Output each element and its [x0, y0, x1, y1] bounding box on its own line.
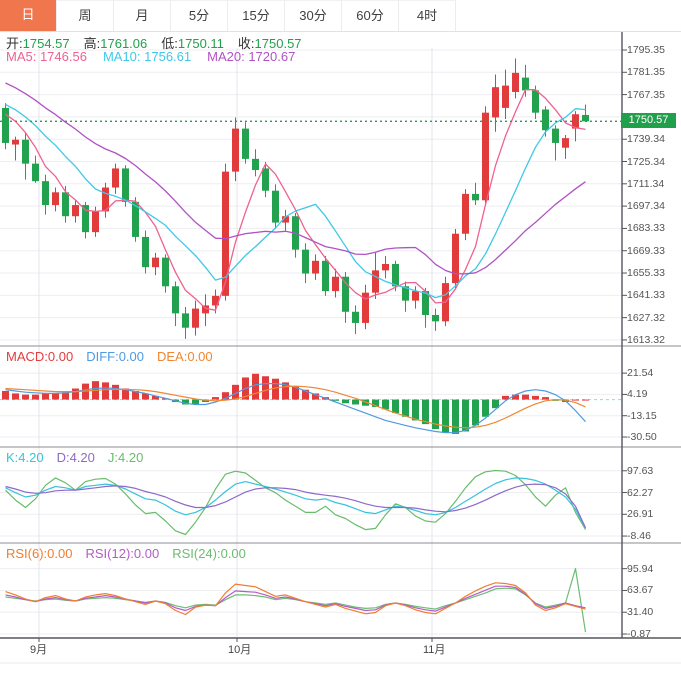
tab-timeframe-6[interactable]: 60分 — [342, 0, 399, 31]
quote-label: 开: — [6, 36, 23, 51]
quote-field: 高:1761.06 — [84, 33, 148, 52]
y-tick: 63.67 — [627, 584, 654, 597]
y-tick: 4.19 — [627, 388, 648, 401]
tab-timeframe-7[interactable]: 4时 — [399, 0, 456, 31]
legend-item: D:4.20 — [56, 450, 95, 465]
quote-label: 高: — [83, 36, 101, 51]
legend-item: DEA:0.00 — [157, 349, 213, 364]
y-tick: 1627.32 — [627, 311, 665, 324]
x-axis-month-label: 10月 — [228, 644, 252, 656]
y-tick: 1669.33 — [627, 244, 665, 257]
quote-label: 低: — [161, 36, 178, 51]
y-tick: 1697.34 — [627, 200, 665, 213]
tab-timeframe-1[interactable]: 周 — [57, 0, 114, 31]
y-tick: -8.46 — [627, 530, 651, 543]
y-tick: 1767.35 — [627, 88, 665, 101]
y-tick: 1613.32 — [627, 333, 665, 346]
legend-item: MACD:0.00 — [6, 349, 74, 364]
quote-label: 收: — [237, 36, 255, 51]
y-tick: 26.91 — [627, 508, 654, 521]
y-tick: -13.15 — [627, 409, 657, 422]
y-tick: 21.54 — [627, 367, 654, 380]
quote-value: 1750.11 — [177, 36, 224, 51]
legend-item: RSI(6):0.00 — [6, 546, 73, 561]
kdj-legend: K:4.20 D:4.20 J:4.20 — [6, 450, 143, 465]
y-tick: 31.40 — [627, 606, 654, 619]
legend-item: J:4.20 — [107, 450, 144, 465]
y-tick: 1739.34 — [627, 133, 665, 146]
quote-value: 1761.06 — [100, 36, 148, 51]
y-tick: 1641.33 — [627, 289, 665, 302]
y-tick: 97.63 — [627, 464, 654, 477]
ohlc-quote-bar: 开:1754.57 高:1761.06 低:1750.11 收:1750.57 — [6, 33, 302, 52]
legend-item: K:4.20 — [6, 450, 44, 465]
tab-timeframe-0[interactable]: 日 — [0, 0, 57, 31]
legend-item: RSI(12):0.00 — [85, 546, 160, 561]
rsi-legend: RSI(6):0.00 RSI(12):0.00 RSI(24):0.00 — [6, 546, 246, 561]
legend-item: MA10: 1756.61 — [102, 49, 192, 64]
ma-legend-bar: MA5: 1746.56 MA10: 1756.61 MA20: 1720.67 — [6, 49, 295, 64]
quote-field: 收:1750.57 — [238, 33, 302, 52]
x-axis-month-label: 11月 — [423, 644, 446, 656]
legend-item: DIFF:0.00 — [86, 349, 144, 364]
y-tick: 1795.35 — [627, 43, 665, 56]
legend-item: MA20: 1720.67 — [207, 49, 296, 64]
y-tick: 1711.34 — [627, 177, 665, 190]
y-tick: 62.27 — [627, 486, 654, 499]
legend-item: RSI(24):0.00 — [172, 546, 246, 561]
tab-timeframe-5[interactable]: 30分 — [285, 0, 342, 31]
tab-timeframe-3[interactable]: 5分 — [171, 0, 228, 31]
current-price-badge: 1750.57 — [621, 113, 676, 129]
y-tick: 1655.33 — [627, 267, 665, 280]
legend-item: MA5: 1746.56 — [6, 49, 87, 64]
quote-field: 开:1754.57 — [6, 33, 70, 52]
y-tick: -30.50 — [627, 431, 657, 444]
timeframe-tab-bar: 日周月 5分 15分 30分 60分 4时 — [0, 0, 681, 32]
y-tick: 95.94 — [627, 562, 654, 575]
y-tick: 1683.33 — [627, 222, 665, 235]
quote-value: 1750.57 — [254, 36, 302, 51]
tab-timeframe-2[interactable]: 月 — [114, 0, 171, 31]
x-axis-month-label: 9月 — [30, 644, 48, 656]
y-tick: 1781.35 — [627, 66, 665, 79]
quote-field: 低:1750.11 — [161, 33, 224, 52]
macd-legend: MACD:0.00 DIFF:0.00 DEA:0.00 — [6, 349, 213, 364]
tab-timeframe-4[interactable]: 15分 — [228, 0, 285, 31]
y-tick: -0.87 — [627, 628, 651, 640]
quote-value: 1754.57 — [22, 36, 70, 51]
y-tick: 1725.34 — [627, 155, 665, 168]
